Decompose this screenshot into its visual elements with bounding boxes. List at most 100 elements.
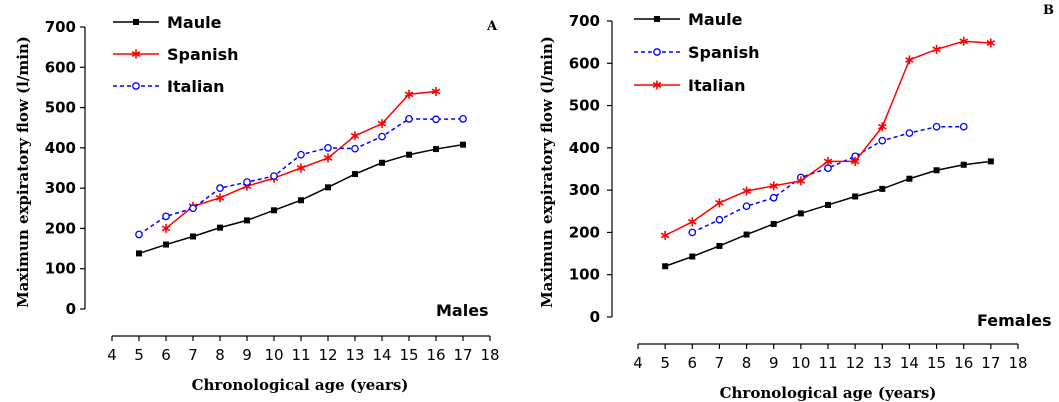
data-point-maule bbox=[271, 207, 277, 214]
y-tick-label: 100 bbox=[45, 260, 76, 278]
x-tick-label: 12 bbox=[846, 354, 865, 372]
legend-marker bbox=[653, 48, 661, 56]
data-point-italian bbox=[162, 212, 170, 221]
data-point-spanish bbox=[878, 136, 887, 145]
x-tick-label: 8 bbox=[215, 346, 225, 364]
data-point-spanish bbox=[715, 215, 724, 224]
data-point-spanish bbox=[959, 122, 968, 131]
x-axis-title: Chronological age (years) bbox=[720, 384, 937, 402]
data-point-spanish bbox=[932, 122, 941, 131]
y-tick-label: 500 bbox=[569, 97, 600, 115]
data-point-maule bbox=[244, 217, 250, 224]
legend-entry-maule: Maule bbox=[113, 13, 222, 32]
series-line-italian bbox=[138, 118, 464, 236]
data-point-italian bbox=[850, 156, 860, 166]
series-italian bbox=[660, 36, 996, 240]
x-tick-label: 17 bbox=[453, 346, 472, 364]
x-tick-label: 16 bbox=[954, 354, 973, 372]
data-point-maule bbox=[797, 210, 804, 217]
data-point-maule bbox=[662, 263, 669, 270]
legend-label: Maule bbox=[688, 10, 743, 29]
x-tick-label: 6 bbox=[688, 354, 698, 372]
x-tick-label: 10 bbox=[264, 346, 283, 364]
x-tick-label: 16 bbox=[426, 346, 445, 364]
x-axis-title: Chronological age (years) bbox=[192, 376, 409, 394]
x-tick-label: 4 bbox=[633, 354, 643, 372]
series-italian bbox=[135, 115, 467, 239]
group-label: Females bbox=[977, 311, 1051, 330]
data-point-italian bbox=[959, 36, 969, 46]
data-point-italian bbox=[189, 204, 197, 213]
data-point-maule bbox=[689, 253, 696, 260]
series-spanish bbox=[161, 86, 441, 233]
x-tick-label: 8 bbox=[742, 354, 752, 372]
y-tick-label: 600 bbox=[569, 54, 600, 72]
y-tick-label: 700 bbox=[569, 12, 600, 30]
data-point-maule bbox=[987, 158, 994, 165]
x-tick-label: 11 bbox=[818, 354, 837, 372]
data-point-spanish bbox=[323, 153, 333, 163]
data-point-italian bbox=[742, 186, 751, 196]
data-point-spanish bbox=[742, 202, 751, 211]
x-tick-label: 15 bbox=[399, 346, 418, 364]
data-point-spanish bbox=[215, 193, 225, 203]
data-point-maule bbox=[716, 242, 723, 249]
y-tick-label: 0 bbox=[590, 308, 600, 326]
data-point-spanish bbox=[377, 119, 387, 129]
legend-label: Italian bbox=[688, 76, 746, 95]
panel-letter: A bbox=[486, 19, 498, 34]
data-point-italian bbox=[432, 115, 440, 124]
data-point-maule bbox=[325, 184, 331, 191]
series-maule bbox=[662, 158, 994, 270]
y-tick-label: 200 bbox=[45, 219, 76, 237]
chart-panel-a: 0 100 200 300 400 500 600 700 4 5 6 7 8 9 10 11 12 13 14 15… bbox=[14, 13, 500, 394]
data-point-italian bbox=[660, 230, 670, 240]
x-tick-label: 9 bbox=[242, 346, 252, 364]
data-point-italian bbox=[405, 115, 413, 123]
x-tick-label: 12 bbox=[318, 346, 337, 364]
data-point-maule bbox=[433, 146, 439, 153]
group-label: Males bbox=[436, 301, 489, 320]
data-point-italian bbox=[324, 144, 332, 152]
x-tick-label: 18 bbox=[480, 346, 499, 364]
data-point-spanish bbox=[688, 228, 697, 237]
data-point-italian bbox=[216, 184, 224, 192]
x-tick-label: 13 bbox=[345, 346, 364, 364]
y-tick-label: 0 bbox=[66, 300, 76, 318]
data-point-italian bbox=[715, 198, 724, 208]
y-tick-label: 500 bbox=[45, 99, 76, 117]
data-point-maule bbox=[770, 220, 777, 227]
x-tick-label: 7 bbox=[715, 354, 725, 372]
legend-marker bbox=[133, 19, 139, 25]
legend-marker bbox=[652, 80, 662, 90]
x-tick-label: 7 bbox=[188, 346, 198, 364]
data-point-italian bbox=[243, 178, 251, 186]
legend-label: Spanish bbox=[688, 43, 760, 62]
legend-marker bbox=[131, 49, 141, 59]
data-point-spanish bbox=[350, 131, 360, 141]
legend-entry-spanish: Spanish bbox=[113, 45, 239, 64]
x-tick-label: 18 bbox=[1008, 354, 1027, 372]
data-point-italian bbox=[769, 181, 779, 191]
data-point-spanish bbox=[404, 89, 414, 99]
data-point-italian bbox=[351, 144, 359, 153]
x-tick-label: 17 bbox=[981, 354, 1000, 372]
data-point-italian bbox=[932, 44, 941, 54]
y-tick-label: 100 bbox=[569, 266, 600, 284]
y-tick-label: 300 bbox=[569, 181, 600, 199]
data-point-maule bbox=[352, 171, 358, 178]
data-point-italian bbox=[877, 122, 887, 132]
data-point-italian bbox=[986, 38, 996, 48]
legend-entry-italian: Italian bbox=[113, 77, 225, 96]
panel-letter: B bbox=[1043, 3, 1054, 18]
data-point-italian bbox=[459, 115, 467, 123]
x-tick-label: 14 bbox=[900, 354, 919, 372]
data-point-spanish bbox=[769, 193, 778, 202]
data-point-italian bbox=[687, 217, 697, 227]
y-tick-label: 700 bbox=[45, 18, 76, 36]
chart-panel-b: 0 100 200 300 400 500 600 700 4 5 6 7 8 9 10 11 12 13 14 15… bbox=[538, 3, 1054, 402]
data-point-italian bbox=[796, 176, 806, 186]
data-point-maule bbox=[298, 197, 304, 204]
y-tick-label: 600 bbox=[45, 58, 76, 76]
